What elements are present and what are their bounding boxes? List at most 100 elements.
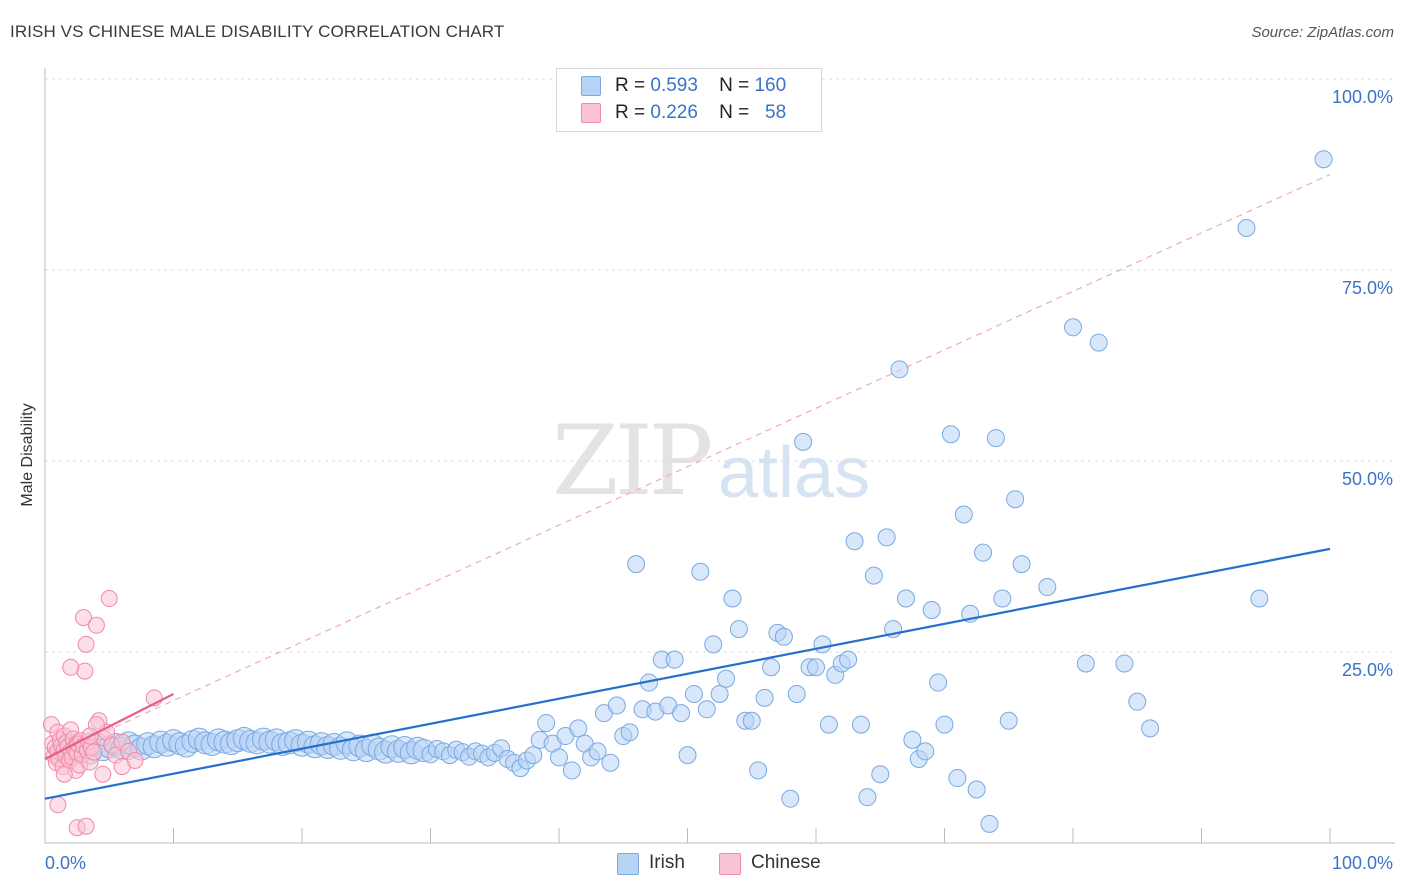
irish-point xyxy=(569,719,588,738)
irish-point xyxy=(762,658,781,677)
legend-chinese-label: Chinese xyxy=(751,852,821,873)
irish-point xyxy=(999,711,1018,730)
irish-point xyxy=(839,650,858,669)
irish-r-value: 0.593 xyxy=(650,75,698,96)
irish-point xyxy=(1141,719,1160,738)
irish-point xyxy=(717,669,736,688)
x-tick-label: 100.0% xyxy=(1332,853,1393,873)
legend-irish-swatch xyxy=(617,853,639,875)
irish-point xyxy=(742,711,761,730)
irish-point xyxy=(588,742,607,761)
irish-point xyxy=(787,685,806,704)
irish-point xyxy=(678,746,697,765)
stats-box: R = 0.593 N = 160 R = 0.226 N = 58 xyxy=(556,68,822,132)
irish-point xyxy=(935,715,954,734)
irish-point xyxy=(903,730,922,749)
legend-irish-label: Irish xyxy=(649,852,685,873)
chinese-point xyxy=(77,635,95,653)
irish-point xyxy=(550,748,568,767)
irish-point xyxy=(807,658,825,677)
chinese-trend-extension xyxy=(44,173,1331,760)
irish-point xyxy=(1038,578,1057,597)
irish-point xyxy=(851,715,870,734)
chinese-point xyxy=(113,758,131,776)
irish-point xyxy=(864,566,883,585)
irish-point xyxy=(1089,333,1108,352)
irish-point xyxy=(723,589,742,608)
chart-title: IRISH VS CHINESE MALE DISABILITY CORRELA… xyxy=(10,22,505,41)
irish-point xyxy=(1012,555,1031,574)
irish-point xyxy=(620,723,639,742)
y-tick-label: 100.0% xyxy=(1332,87,1393,107)
watermark-atlas: atlas xyxy=(718,433,871,513)
chinese-point xyxy=(85,743,103,761)
chinese-point xyxy=(55,765,73,783)
chinese-r-value: 0.226 xyxy=(650,102,698,123)
chinese-point xyxy=(75,609,93,627)
irish-point xyxy=(948,769,967,788)
irish-point xyxy=(665,650,684,669)
irish-point xyxy=(896,589,915,608)
chinese-n-value: 58 xyxy=(765,102,787,123)
irish-point xyxy=(1006,490,1025,509)
irish-point xyxy=(967,780,986,799)
chinese-point xyxy=(62,658,80,676)
irish-trendline xyxy=(44,547,1331,800)
y-tick-label: 25.0% xyxy=(1342,660,1393,680)
irish-point xyxy=(627,555,646,574)
irish-point xyxy=(974,543,993,562)
irish-point xyxy=(697,700,716,719)
irish-point xyxy=(729,620,748,639)
irish-point xyxy=(1314,150,1333,169)
irish-point xyxy=(537,714,556,733)
irish-point xyxy=(562,761,581,780)
irish-point xyxy=(755,688,774,707)
chinese-stats-text: R = 0.226 N = 58 xyxy=(615,102,787,123)
irish-point xyxy=(607,696,626,715)
chinese-point xyxy=(87,616,105,634)
chart-source: Source: ZipAtlas.com xyxy=(1251,24,1394,41)
irish-point xyxy=(601,753,620,772)
irish-point xyxy=(704,635,723,654)
chinese-swatch xyxy=(581,103,601,123)
irish-point xyxy=(877,528,896,547)
y-tick-label: 75.0% xyxy=(1342,278,1393,298)
irish-point xyxy=(749,761,768,780)
irish-point xyxy=(774,627,793,646)
chinese-trendline xyxy=(44,693,174,760)
chinese-point xyxy=(77,817,95,835)
chinese-point xyxy=(100,590,118,608)
irish-point xyxy=(871,765,890,784)
chinese-point xyxy=(76,662,94,680)
chinese-point xyxy=(94,765,112,783)
irish-point xyxy=(1250,589,1269,608)
irish-point xyxy=(672,704,691,723)
irish-n-value: 160 xyxy=(754,75,787,96)
irish-point xyxy=(929,673,948,692)
irish-point xyxy=(954,505,973,524)
irish-point xyxy=(813,635,832,654)
irish-point xyxy=(1064,318,1082,337)
y-tick-label: 50.0% xyxy=(1342,469,1393,489)
irish-point xyxy=(781,789,800,808)
irish-point xyxy=(1076,654,1095,673)
irish-point xyxy=(1115,654,1134,673)
irish-point xyxy=(916,742,935,761)
irish-point xyxy=(980,814,999,833)
irish-point xyxy=(684,685,703,704)
irish-point xyxy=(819,715,838,734)
irish-point xyxy=(941,425,960,444)
irish-point xyxy=(986,429,1005,448)
irish-point xyxy=(858,788,877,807)
irish-stats-text: R = 0.593 N = 160 xyxy=(615,75,787,96)
irish-point xyxy=(890,360,909,379)
irish-point xyxy=(691,562,710,581)
chinese-point xyxy=(49,796,67,814)
irish-point xyxy=(1128,692,1147,711)
irish-point xyxy=(993,589,1012,608)
x-tick-label: 0.0% xyxy=(45,853,86,873)
legend-chinese-swatch xyxy=(719,853,741,875)
irish-point xyxy=(922,600,941,619)
irish-point xyxy=(524,746,543,765)
